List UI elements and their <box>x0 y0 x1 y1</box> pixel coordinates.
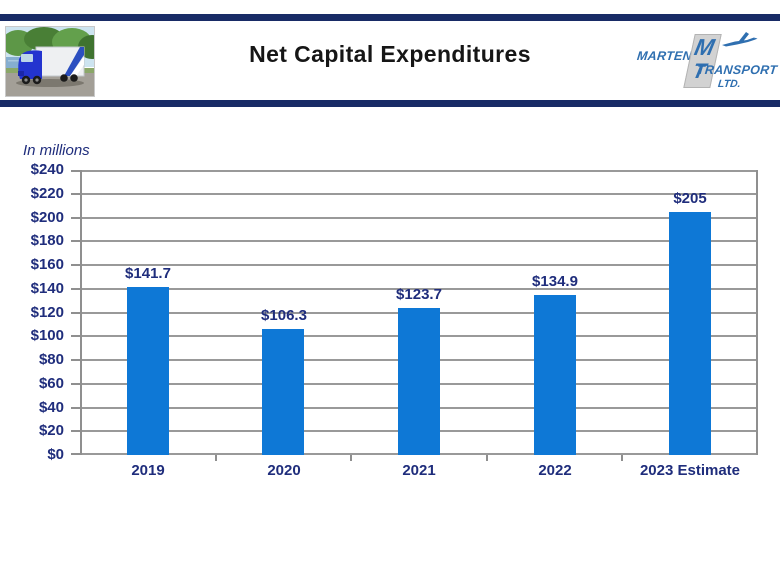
logo-ltd-text: LTD. <box>717 78 742 90</box>
gridline <box>80 193 758 195</box>
page-title: Net Capital Expenditures <box>249 41 531 67</box>
plot-right-border <box>756 170 758 455</box>
y-tick-label: $40 <box>38 399 64 416</box>
y-tick-label: $20 <box>38 422 64 439</box>
gridline <box>80 288 758 290</box>
y-axis-tick <box>71 240 80 242</box>
bar-value-label: $141.7 <box>125 265 171 282</box>
y-tick-label: $60 <box>38 375 64 392</box>
x-tick-label: 2023 Estimate <box>639 462 741 479</box>
y-tick-label: $100 <box>30 327 64 344</box>
x-tick-label: 2020 <box>267 462 301 479</box>
x-axis-tick <box>621 455 623 461</box>
x-axis-tick <box>215 455 217 461</box>
y-tick-label: $240 <box>30 161 64 178</box>
x-axis-tick <box>486 455 488 461</box>
axis-units-note: In millions <box>23 142 90 159</box>
company-logo: MARTEN M T TRANSPORT LTD. <box>632 31 778 95</box>
logo-monogram-m: M <box>692 34 717 60</box>
y-tick-label: $140 <box>30 280 64 297</box>
bar-2019 <box>127 287 169 455</box>
y-tick-label: $180 <box>30 232 64 249</box>
logo-monogram: M T <box>683 34 722 88</box>
y-axis-tick <box>71 217 80 219</box>
bar-2020 <box>262 329 304 455</box>
y-axis-tick <box>71 335 80 337</box>
bar-value-label: $134.9 <box>532 273 578 290</box>
y-axis-tick <box>71 407 80 409</box>
y-tick-label: $120 <box>30 304 64 321</box>
y-axis-tick <box>71 430 80 432</box>
bar-2022 <box>534 295 576 455</box>
plot-area: $141.7 2019 $106.3 2020 $123.7 2021 $134.9 2022… <box>71 170 758 479</box>
gridline <box>80 217 758 219</box>
y-tick-label: $80 <box>38 351 64 368</box>
y-tick-label: $160 <box>30 256 64 273</box>
truck-photo <box>5 26 95 97</box>
header-bottom-rule <box>0 100 780 107</box>
y-axis-tick <box>71 312 80 314</box>
bar-value-label: $106.3 <box>261 307 307 324</box>
y-axis-tick <box>71 453 80 455</box>
bar-2021 <box>398 308 440 455</box>
gridline <box>80 170 758 172</box>
y-axis-line <box>80 170 82 455</box>
y-axis-tick <box>71 383 80 385</box>
y-tick-label: $0 <box>47 446 64 463</box>
goose-icon <box>722 32 758 47</box>
logo-marten-text: MARTEN <box>636 49 693 63</box>
x-tick-label: 2021 <box>402 462 436 479</box>
y-tick-label: $220 <box>30 185 64 202</box>
gridline <box>80 240 758 242</box>
bar-2023 Estimate <box>669 212 711 455</box>
logo-transport-text: TRANSPORT <box>696 63 779 77</box>
bar-value-label: $205 <box>673 190 707 207</box>
y-axis-tick <box>71 359 80 361</box>
y-axis-tick <box>71 170 80 172</box>
truck-photo-illustration <box>6 27 94 96</box>
header-top-rule <box>0 14 780 21</box>
y-axis-tick <box>71 264 80 266</box>
y-axis-tick <box>71 193 80 195</box>
gridline <box>80 264 758 266</box>
y-axis-tick <box>71 288 80 290</box>
x-tick-label: 2022 <box>538 462 572 479</box>
x-tick-label: 2019 <box>131 462 165 479</box>
bar-value-label: $123.7 <box>396 286 442 303</box>
x-axis-tick <box>350 455 352 461</box>
y-axis-labels: $0 $20 $40 $60 $80 $100 $120 $140 $160 $180 $200 $2… <box>0 161 64 463</box>
y-tick-label: $200 <box>30 209 64 226</box>
